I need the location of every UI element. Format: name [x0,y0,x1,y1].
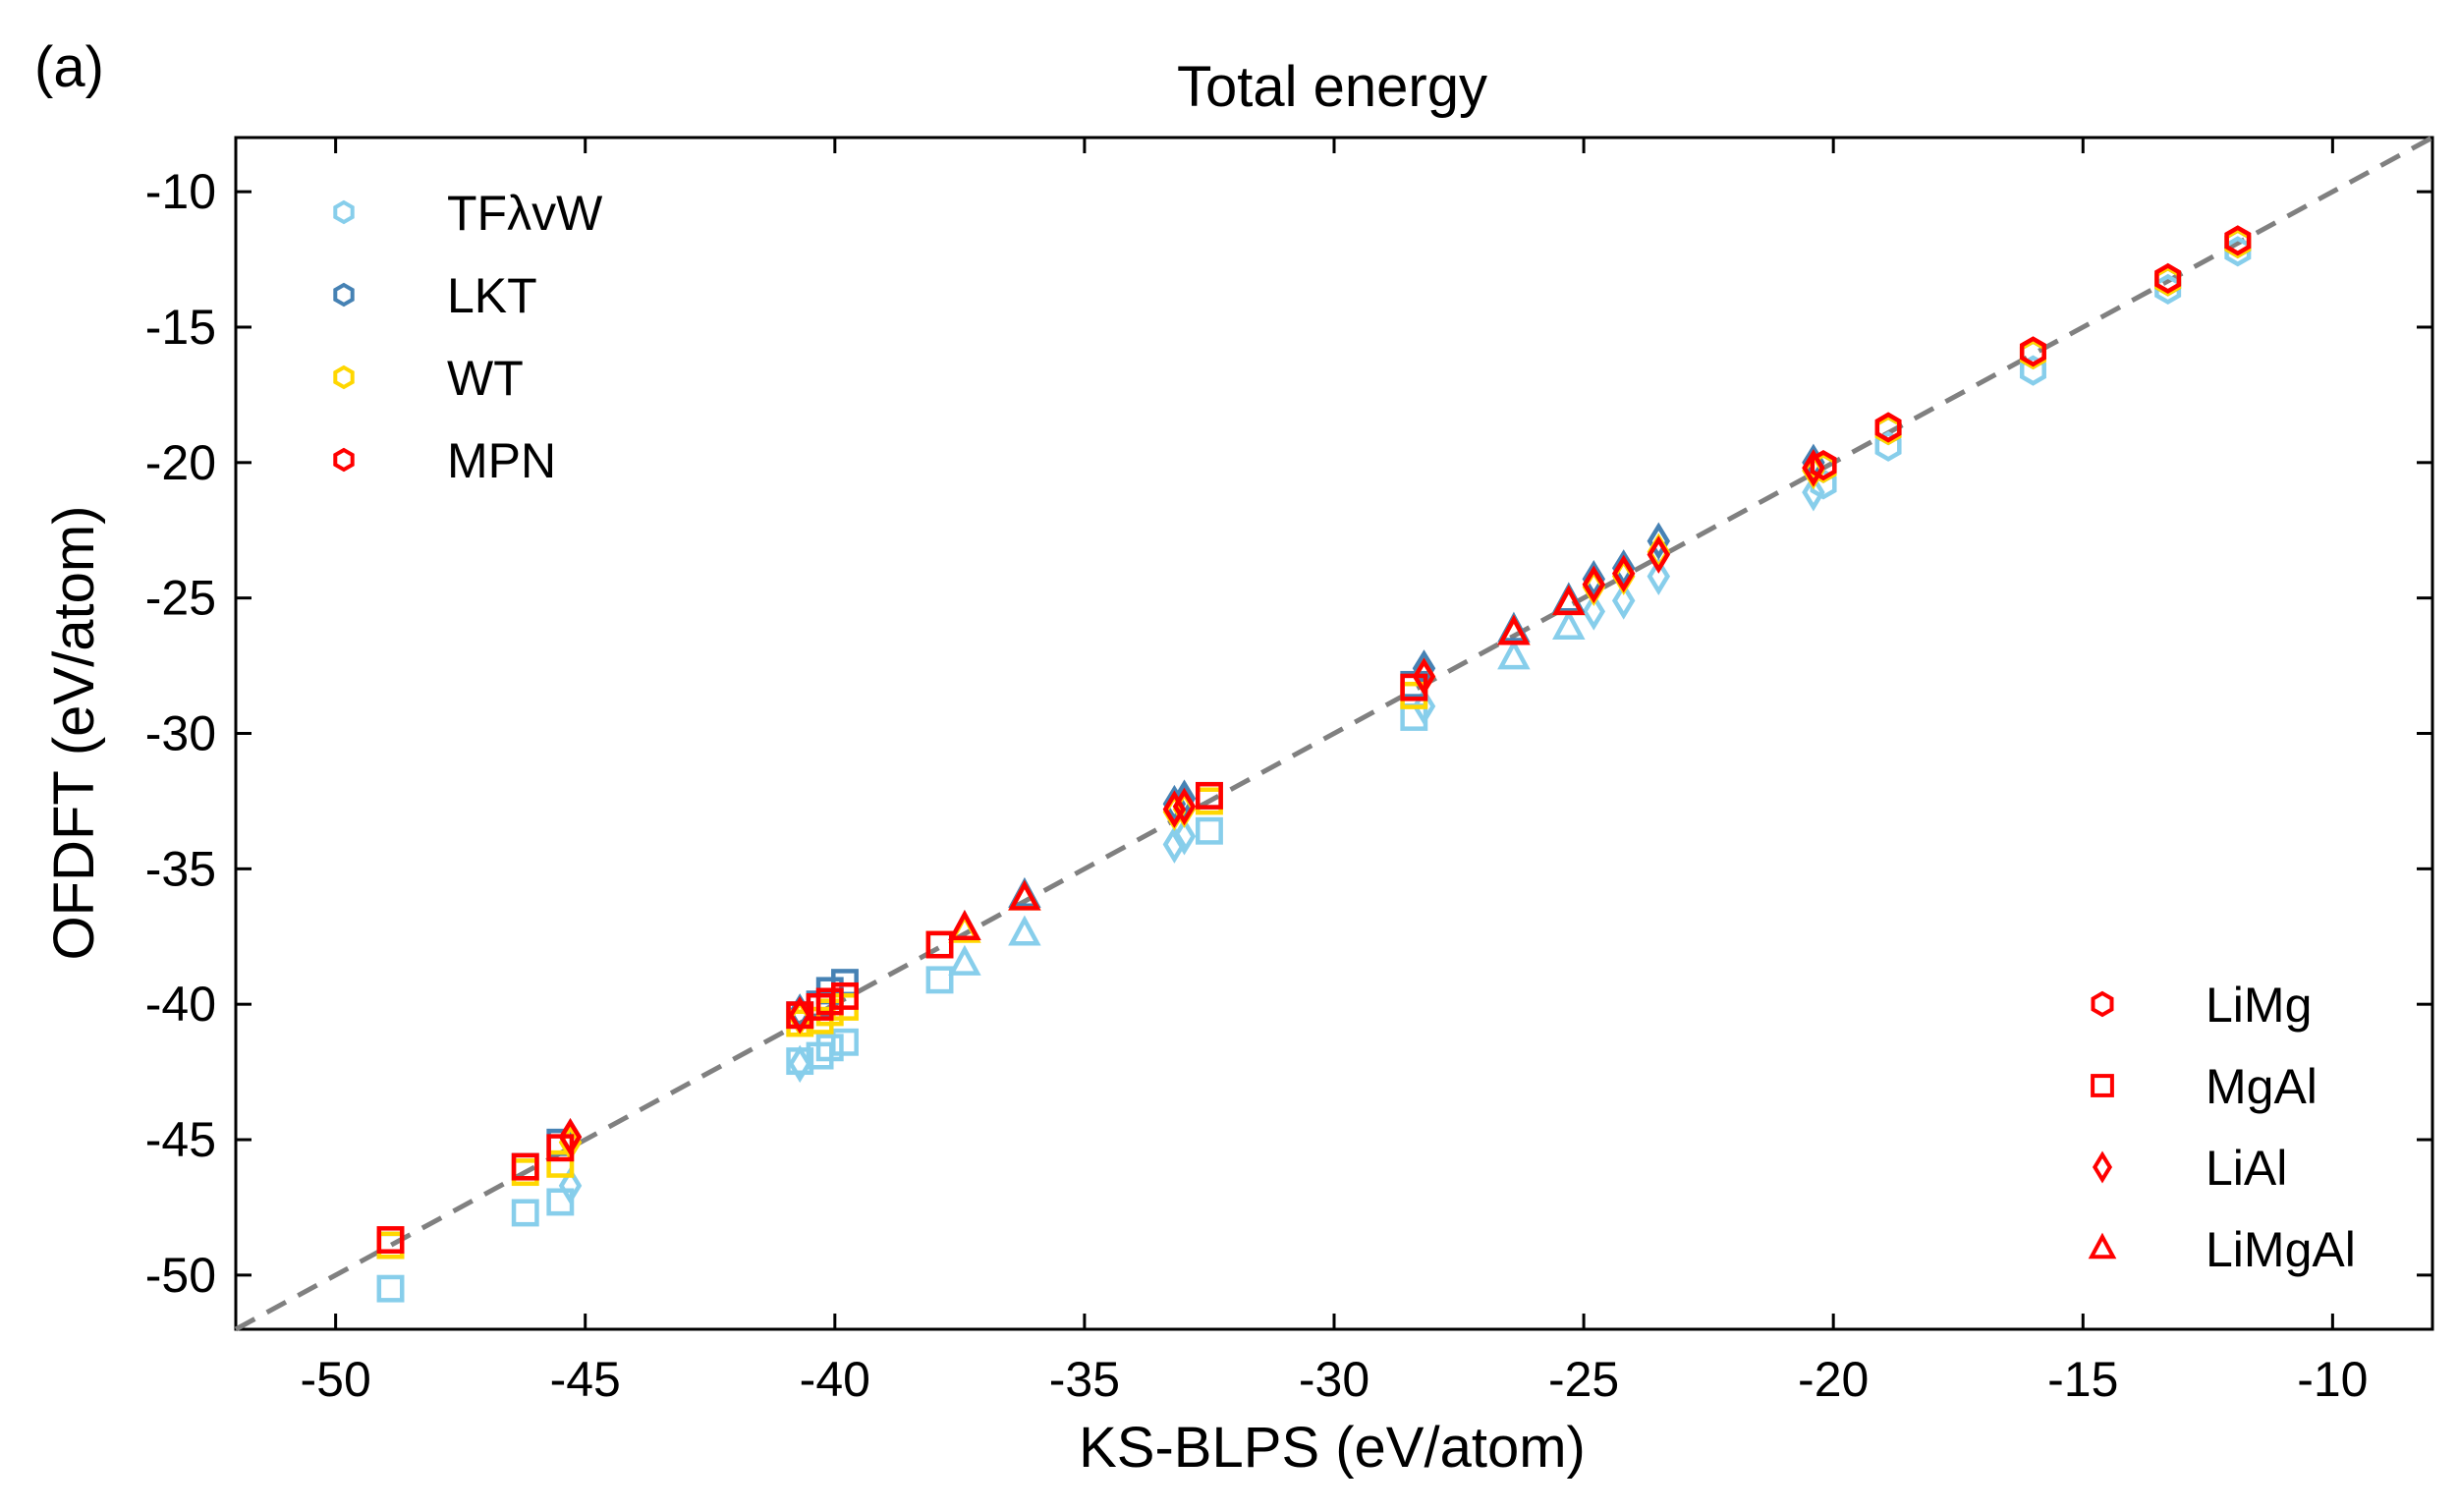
panel-label: (a) [34,35,104,99]
legend-hexagon-icon [333,199,355,225]
data-point-limgal [948,909,981,940]
y-tick-labels: -50 -45 -40 -35 -30 -25 -20 -15 -10 [145,164,216,1303]
legend-hexagon-icon [2091,990,2114,1018]
data-point-lial [1647,522,1671,561]
data-point-mgal [376,1226,405,1254]
data-points [376,225,2252,1303]
data-point-limgal [1008,879,1041,911]
data-point-mgal [831,1028,859,1056]
x-axis-label: KS-BLPS (eV/atom) [1079,1416,1586,1480]
data-point-mgal [815,987,844,1016]
data-point-lial [1647,535,1671,574]
data-point-lial [788,995,811,1035]
data-point-mgal [831,981,859,1010]
data-point-mgal [925,966,954,994]
y-tick-label: -50 [145,1248,216,1303]
chart-title: Total energy [1177,55,1487,119]
y-tick-label: -45 [145,1112,216,1167]
data-point-limgal [1497,639,1531,670]
data-point-lial [1611,554,1636,593]
data-point-lial [1582,560,1606,598]
data-point-lial [558,1117,583,1156]
legend-label: LKT [447,268,537,323]
x-tick-label: -35 [1049,1352,1120,1407]
data-point-lial [558,1166,583,1205]
data-point-mgal [1196,781,1223,810]
data-point-limg [2019,355,2046,386]
data-point-lial [1412,687,1436,726]
legend-label: WT [447,351,524,406]
data-point-mgal [1196,816,1223,845]
data-point-lial [1802,473,1825,512]
x-tick-label: -40 [800,1352,870,1407]
data-point-limg [1874,412,1902,443]
y-tick-label: -35 [145,841,216,896]
legend-square-icon [2091,1074,2114,1097]
legend-hexagon-icon [333,447,355,473]
legend-diamond-icon [2092,1150,2113,1184]
data-point-lial [1162,825,1187,864]
x-tick-label: -25 [1548,1352,1619,1407]
axis-ticks [236,138,2432,1329]
x-tick-label: -10 [2297,1352,2368,1407]
data-point-lial [1412,657,1436,696]
legend-triangle-icon [2088,1232,2117,1260]
data-point-limgal [1552,608,1586,640]
reference-diagonal-line [234,135,2434,1332]
legend-label: LiAl [2206,1141,2287,1196]
data-point-mgal [815,1034,844,1062]
data-point-lial [1611,549,1636,588]
legend-functional: TFλvW LKT WT MPN [333,186,603,488]
legend-hexagon-icon [333,364,355,390]
y-tick-label: -30 [145,706,216,761]
data-point-limgal [1552,585,1586,616]
x-tick-label: -50 [301,1352,371,1407]
legend-system: LiMg MgAl LiAl LiMgAl [2088,978,2356,1277]
legend-label: LiMg [2206,978,2312,1033]
legend-label: LiMgAl [2206,1222,2356,1277]
x-tick-label: -30 [1299,1352,1369,1407]
legend-label: TFλvW [447,186,603,241]
data-point-lial [1172,787,1197,826]
data-point-lial [1162,790,1187,828]
plot-area [234,135,2434,1332]
legend-label: MgAl [2206,1059,2318,1114]
y-tick-label: -10 [145,164,216,219]
data-point-limg [2154,262,2182,294]
data-point-lial [1802,449,1825,487]
data-point-lial [1582,592,1606,631]
data-point-limg [2019,336,2046,367]
legend-hexagon-icon [333,282,355,308]
data-point-lial [1172,816,1197,856]
data-point-mgal [925,930,954,959]
data-point-limgal [948,944,981,976]
data-point-mgal [376,1274,405,1303]
y-tick-label: -40 [145,977,216,1032]
data-point-limg [1874,430,1902,462]
y-axis-label: OFDFT (eV/atom) [42,506,106,961]
y-tick-label: -25 [145,571,216,626]
data-point-mgal [546,1149,575,1178]
legend-label: MPN [447,433,556,488]
data-point-limgal [1497,614,1531,645]
x-tick-label: -15 [2047,1352,2118,1407]
data-point-lial [1611,582,1636,620]
data-point-mgal [511,1152,539,1181]
x-tick-labels: -50 -45 -40 -35 -30 -25 -20 -15 -10 [301,1352,2369,1407]
y-tick-label: -20 [145,435,216,490]
data-point-limgal [1008,915,1041,946]
x-tick-label: -45 [550,1352,621,1407]
data-point-mgal [511,1199,539,1227]
x-tick-label: -20 [1798,1352,1869,1407]
y-tick-label: -15 [145,300,216,355]
data-point-lial [788,1044,811,1084]
data-point-limg [2224,225,2252,256]
data-point-lial [1647,557,1671,595]
data-point-lial [1582,565,1606,604]
